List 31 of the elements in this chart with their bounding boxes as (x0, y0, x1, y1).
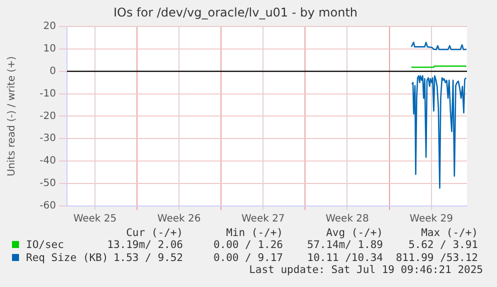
x-tick-label: Week 27 (242, 214, 285, 225)
x-tick-label: Week 26 (157, 214, 201, 225)
y-tick-label: -50 (40, 178, 56, 190)
y-tick-label: -60 (40, 200, 56, 212)
x-tick-label: Week 28 (326, 214, 369, 225)
text: Cur (-/+) (126, 227, 183, 240)
text: 10.11 /10.34 (307, 252, 383, 264)
y-tick-label: -20 (40, 110, 56, 122)
y-tick-label: -30 (40, 133, 56, 144)
x-tick-label: Week 25 (73, 214, 117, 225)
y-tick-label: 10 (43, 43, 56, 54)
legend-label: Req Size (KB) (26, 252, 108, 264)
y-tick-label: -40 (40, 156, 56, 167)
text: 13.19m/ 2.06 (107, 239, 183, 252)
y-tick-label: 0 (50, 66, 56, 77)
text: 0.00 / 9.17 (213, 252, 283, 264)
text: 57.14m/ 1.89 (307, 239, 383, 252)
text: 811.99 /53.12 (396, 252, 478, 264)
y-tick-label: -10 (40, 88, 56, 100)
text: Max (-/+) (421, 227, 478, 240)
chart-title: IOs for /dev/vg_oracle/lv_u01 - by month (113, 5, 358, 20)
text: 0.00 / 1.26 (213, 239, 283, 252)
x-tick-label: Week 29 (410, 214, 453, 225)
text: 5.62 / 3.91 (408, 239, 478, 252)
y-axis-title: Units read (-) / write (+) (6, 56, 18, 176)
text: Avg (-/+) (326, 227, 383, 240)
text: Last update: Sat Jul 19 09:46:21 2025 (249, 264, 483, 276)
y-tick-label: 20 (43, 20, 56, 32)
text: 1.53 / 9.52 (113, 252, 183, 264)
legend-label: IO/sec (26, 239, 64, 252)
text: Min (-/+) (226, 227, 283, 240)
